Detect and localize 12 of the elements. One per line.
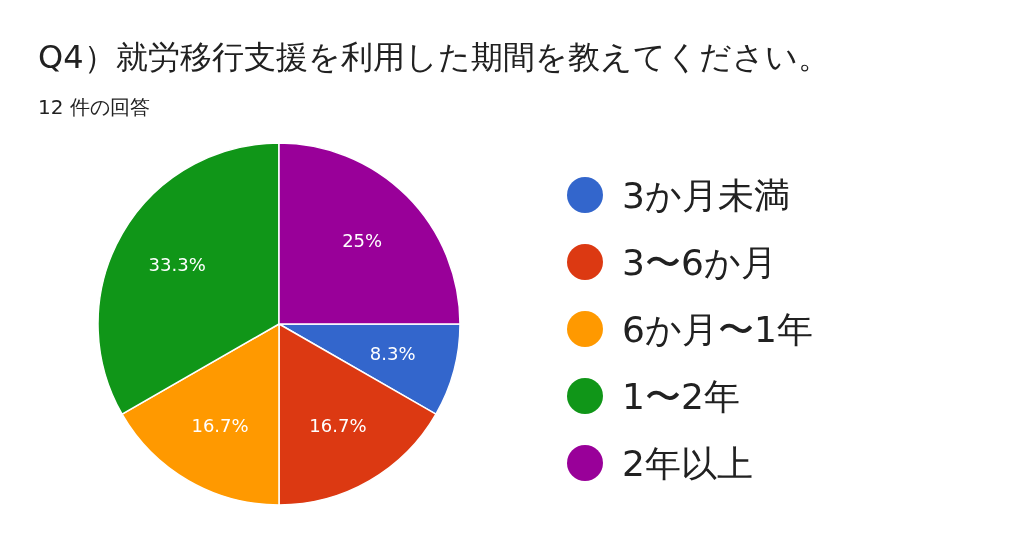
- legend-label: 3か月未満: [622, 175, 790, 216]
- chart-title: Q4）就労移行支援を利用した期間を教えてください。: [38, 38, 830, 76]
- data-label: 16.7%: [191, 414, 249, 436]
- data-label: 25%: [342, 229, 383, 251]
- legend-label: 6か月〜1年: [622, 309, 813, 350]
- data-label: 33.3%: [148, 254, 206, 276]
- legend-label: 3〜6か月: [622, 242, 777, 283]
- legend-label: 1〜2年: [622, 376, 740, 417]
- data-label: 16.7%: [309, 414, 367, 436]
- legend-label: 2年以上: [622, 443, 753, 484]
- chart-subtitle: 12 件の回答: [38, 95, 150, 119]
- data-label: 8.3%: [369, 343, 416, 365]
